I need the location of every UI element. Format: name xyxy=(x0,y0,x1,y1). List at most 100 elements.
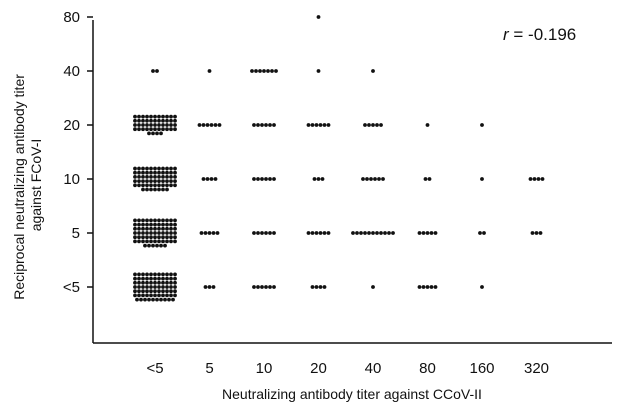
data-point xyxy=(149,231,153,235)
data-point xyxy=(262,69,266,73)
data-point xyxy=(137,218,141,223)
data-point xyxy=(133,218,137,223)
data-point xyxy=(318,285,323,289)
data-point xyxy=(157,272,161,277)
data-point xyxy=(165,272,169,277)
data-point xyxy=(274,69,278,73)
data-point xyxy=(141,285,145,289)
data-point xyxy=(157,187,161,192)
y-tick-label: 5 xyxy=(72,225,80,242)
data-point xyxy=(173,235,177,240)
data-point xyxy=(163,243,167,248)
data-point xyxy=(137,280,141,285)
data-point xyxy=(145,175,149,179)
data-point xyxy=(266,69,270,73)
data-point xyxy=(153,293,157,298)
data-point xyxy=(201,177,206,181)
y-axis-tick-labels: <5 5 10 20 40 80 xyxy=(63,9,80,296)
data-point xyxy=(165,175,169,179)
data-point xyxy=(133,272,137,277)
data-point xyxy=(149,175,153,179)
data-point xyxy=(268,285,272,289)
data-point xyxy=(351,231,355,235)
data-point xyxy=(318,231,323,235)
data-point xyxy=(373,177,377,181)
data-point xyxy=(254,69,258,73)
data-point xyxy=(528,177,533,181)
data-point xyxy=(137,289,141,294)
data-point xyxy=(161,222,165,227)
x-tick-label: 10 xyxy=(256,360,273,377)
data-point xyxy=(149,222,153,227)
data-point xyxy=(326,231,331,235)
data-point xyxy=(371,123,375,127)
data-point xyxy=(169,280,173,285)
data-point xyxy=(135,297,139,302)
data-point xyxy=(153,127,157,132)
data-point xyxy=(161,123,165,127)
data-point xyxy=(536,177,541,181)
data-point xyxy=(157,222,161,227)
data-point xyxy=(272,177,276,181)
data-point xyxy=(169,293,173,298)
data-point xyxy=(141,179,145,184)
data-point xyxy=(310,231,315,235)
data-point xyxy=(139,297,143,302)
data-point xyxy=(161,285,165,289)
data-point xyxy=(133,179,137,184)
data-point xyxy=(133,235,137,240)
data-point xyxy=(314,231,319,235)
data-point xyxy=(173,127,177,132)
data-point xyxy=(157,226,161,231)
data-point xyxy=(145,285,149,289)
data-point xyxy=(153,235,157,240)
data-point xyxy=(161,175,165,179)
data-point xyxy=(252,123,256,127)
data-point xyxy=(165,170,169,175)
data-point xyxy=(153,179,157,184)
data-point xyxy=(480,123,484,127)
data-point xyxy=(133,289,137,294)
data-point xyxy=(145,231,149,235)
data-point xyxy=(137,239,141,244)
data-point xyxy=(256,177,260,181)
data-point xyxy=(316,15,321,19)
data-point xyxy=(165,187,169,192)
data-point xyxy=(203,285,208,289)
data-point xyxy=(133,285,137,289)
data-point xyxy=(318,123,323,127)
data-point xyxy=(169,222,173,227)
data-point xyxy=(137,276,141,281)
data-point xyxy=(272,285,276,289)
data-point xyxy=(149,235,153,240)
data-point xyxy=(161,179,165,184)
data-point xyxy=(173,239,177,244)
data-point xyxy=(165,123,169,127)
data-point xyxy=(141,183,145,188)
data-point xyxy=(256,285,260,289)
data-point xyxy=(157,179,161,184)
data-point xyxy=(173,183,177,188)
data-point xyxy=(145,289,149,294)
data-point xyxy=(532,177,537,181)
data-point xyxy=(161,187,165,192)
data-point xyxy=(534,231,539,235)
data-point xyxy=(211,285,216,289)
data-point xyxy=(173,118,177,123)
data-point xyxy=(137,175,141,179)
data-point xyxy=(169,239,173,244)
data-point xyxy=(141,235,145,240)
data-point xyxy=(169,179,173,184)
data-point xyxy=(209,177,214,181)
data-point xyxy=(141,170,145,175)
data-point xyxy=(173,175,177,179)
data-point xyxy=(165,235,169,240)
data-point xyxy=(173,280,177,285)
data-point xyxy=(417,231,422,235)
data-point xyxy=(149,123,153,127)
data-point xyxy=(149,166,153,171)
data-points xyxy=(133,15,545,302)
data-point xyxy=(270,69,274,73)
data-point xyxy=(145,272,149,277)
data-point xyxy=(153,170,157,175)
